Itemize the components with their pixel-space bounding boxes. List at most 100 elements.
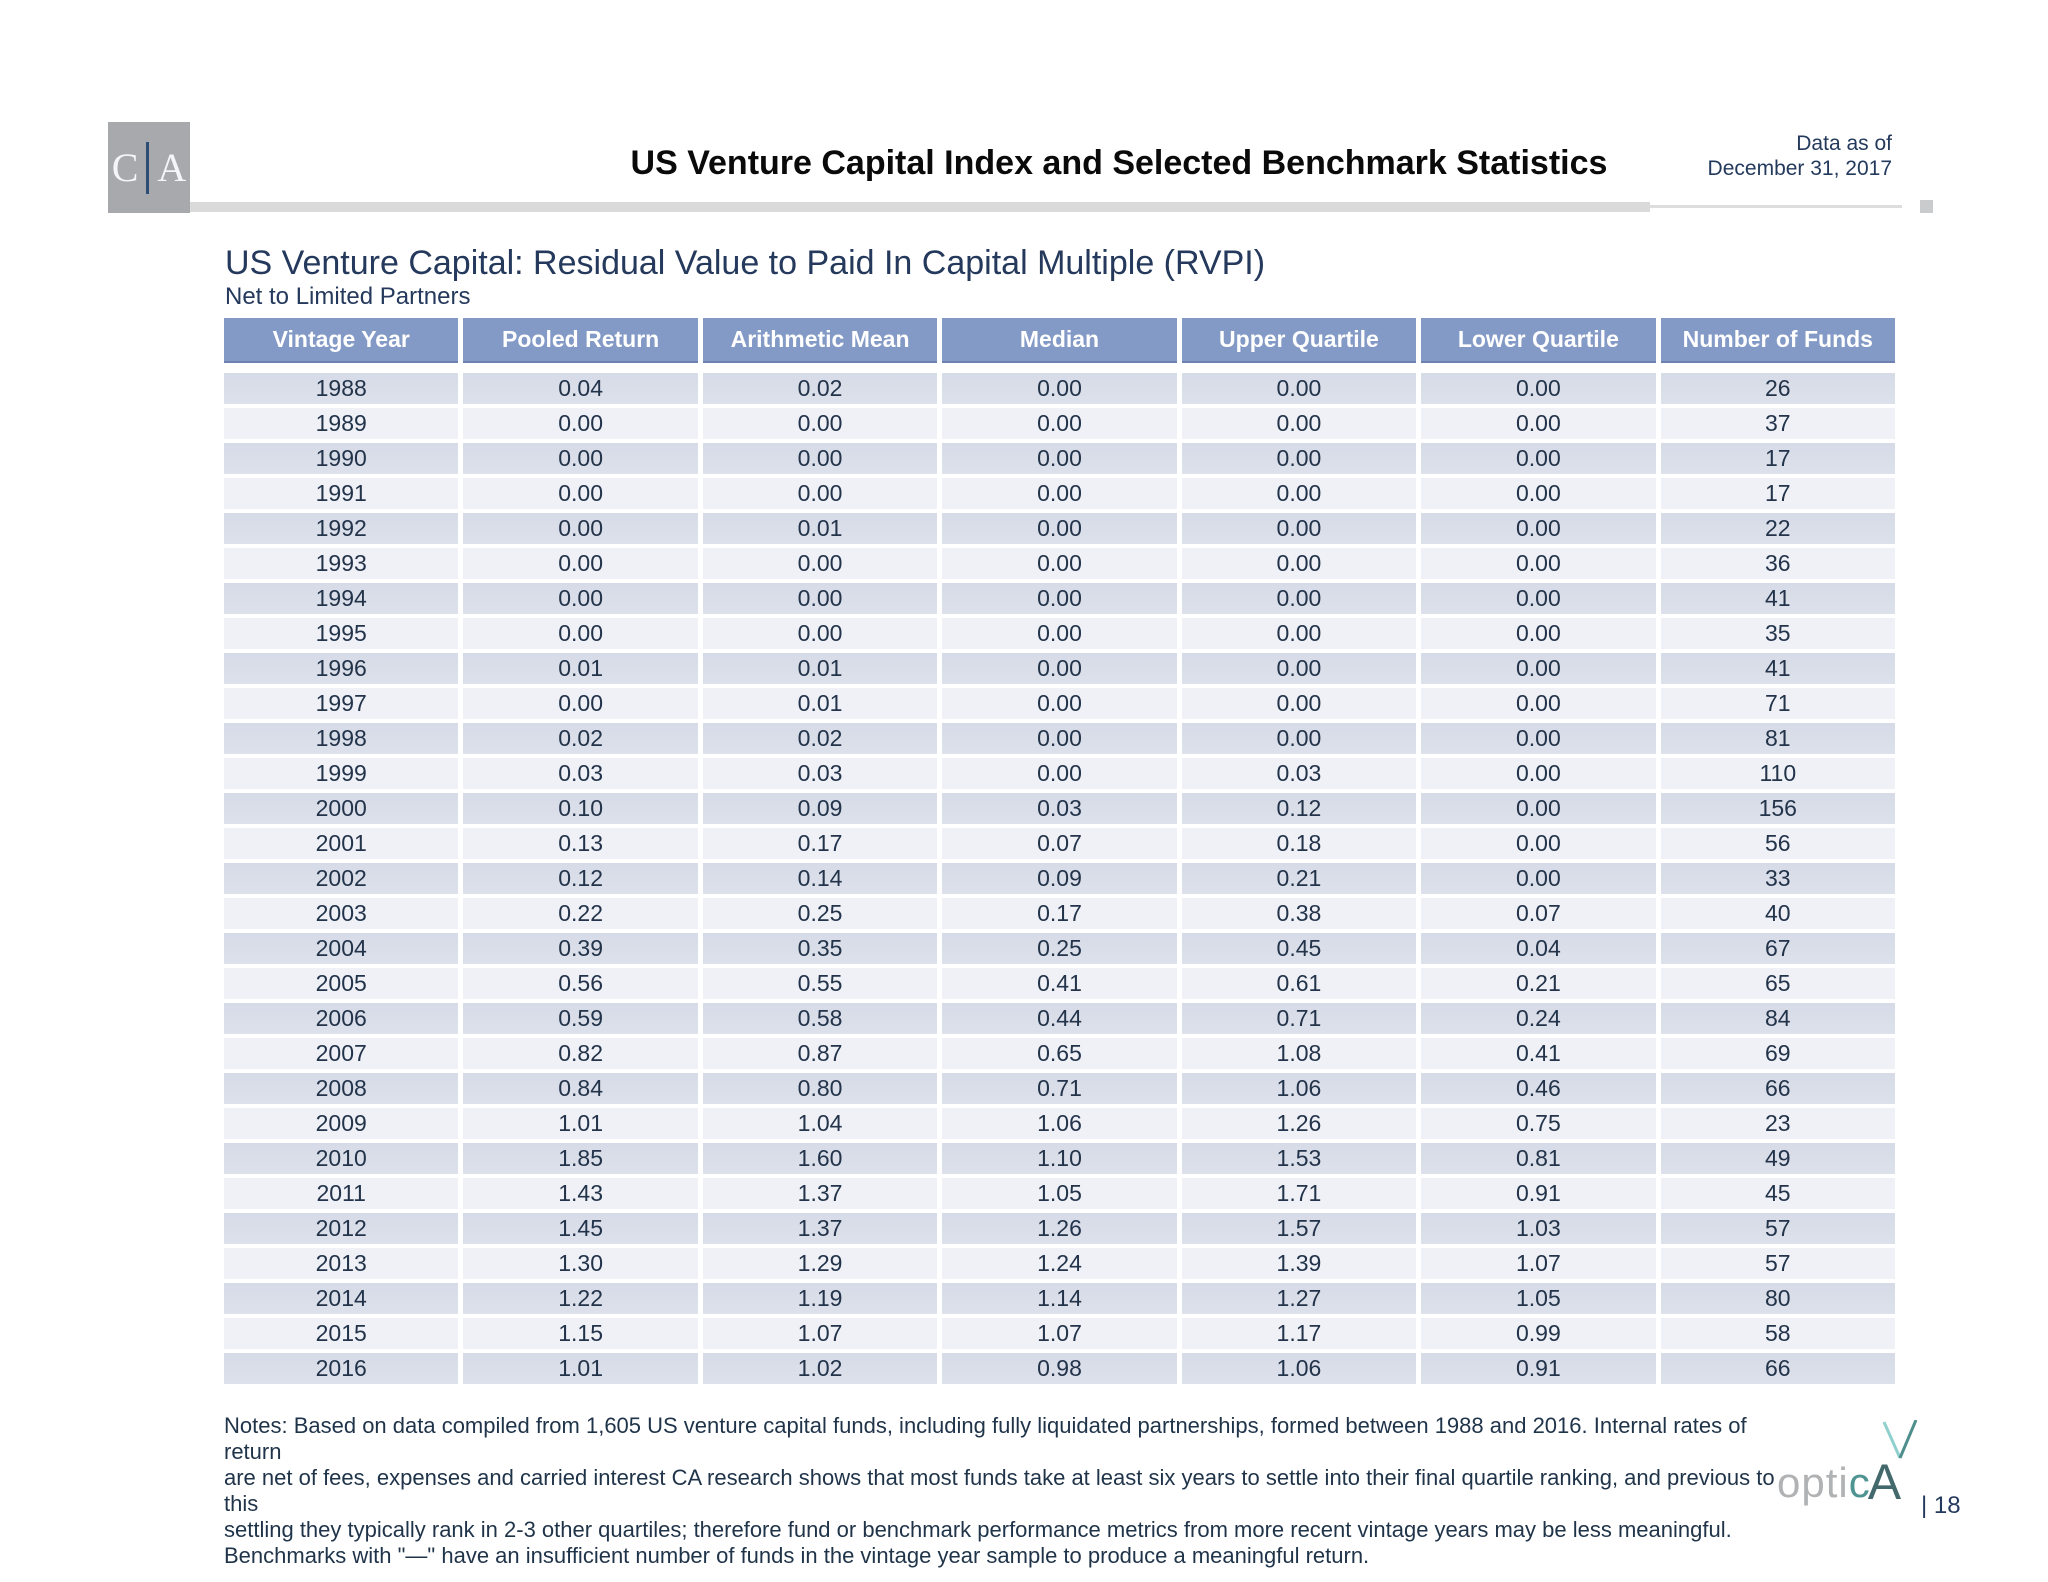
table-cell-vintage-year: 1991 [224,478,459,509]
table-cell: 0.00 [1421,373,1656,404]
table-cell: 71 [1660,688,1895,719]
table-cell: 37 [1660,408,1895,439]
table-cell: 0.91 [1421,1178,1656,1209]
table-header-cell: Vintage Year [224,318,459,363]
table-cell: 1.22 [463,1283,698,1314]
table-cell: 0.00 [1181,618,1417,649]
table-cell: 0.25 [942,933,1177,964]
table-cell-vintage-year: 1997 [224,688,459,719]
table-cell: 0.01 [702,688,938,719]
table-cell-vintage-year: 2001 [224,828,459,859]
table-cell: 1.06 [1181,1073,1417,1104]
table-cell: 0.07 [942,828,1177,859]
table-row: 1997 0.00 0.01 0.00 0.00 0.00 71 [224,688,1895,719]
table-cell: 0.38 [1181,898,1417,929]
table-cell: 110 [1660,758,1895,789]
table-cell: 66 [1660,1073,1895,1104]
optica-logo-c: c [1848,1459,1870,1506]
table-cell: 1.14 [942,1283,1177,1314]
table-cell: 0.00 [942,653,1177,684]
table-cell: 41 [1660,583,1895,614]
ca-logo-divider [146,141,150,194]
table-cell: 0.00 [1421,653,1656,684]
table-cell: 0.00 [702,583,938,614]
table-cell: 0.02 [463,723,698,754]
table-cell: 1.37 [702,1213,938,1244]
table-cell: 1.29 [702,1248,938,1279]
table-cell: 1.10 [942,1143,1177,1174]
table-cell: 0.00 [1181,373,1417,404]
table-cell: 23 [1660,1108,1895,1139]
page-title: US Venture Capital Index and Selected Be… [630,144,1608,182]
table-cell-vintage-year: 1996 [224,653,459,684]
table-cell: 0.00 [1181,723,1417,754]
table-cell: 0.09 [702,793,938,824]
table-row: 2007 0.82 0.87 0.65 1.08 0.41 69 [224,1038,1895,1069]
data-as-of-line1: Data as of [1796,132,1892,155]
table-cell: 0.00 [1421,478,1656,509]
table-cell: 1.37 [702,1178,938,1209]
table-cell: 0.22 [463,898,698,929]
table-cell: 0.99 [1421,1318,1656,1349]
table-cell-vintage-year: 2007 [224,1038,459,1069]
table-cell: 17 [1660,443,1895,474]
table-cell: 0.00 [702,408,938,439]
table-cell: 45 [1660,1178,1895,1209]
header-divider-bar [190,202,1650,212]
optica-logo-opti: opti [1777,1459,1849,1506]
table-cell: 0.58 [702,1003,938,1034]
table-cell: 0.00 [1421,688,1656,719]
table-cell: 0.03 [702,758,938,789]
table-cell: 0.00 [463,688,698,719]
table-cell: 57 [1660,1248,1895,1279]
table-cell: 0.61 [1181,968,1417,999]
table-cell: 1.71 [1181,1178,1417,1209]
table-cell-vintage-year: 2008 [224,1073,459,1104]
table-cell: 41 [1660,653,1895,684]
data-as-of: Data as of December 31, 2017 [1708,131,1892,181]
table-row: 2014 1.22 1.19 1.14 1.27 1.05 80 [224,1283,1895,1314]
table-cell-vintage-year: 1989 [224,408,459,439]
table-cell: 1.01 [463,1353,698,1384]
table-cell: 0.04 [463,373,698,404]
table-cell: 0.45 [1181,933,1417,964]
table-cell: 1.30 [463,1248,698,1279]
table-cell: 66 [1660,1353,1895,1384]
table-cell: 0.01 [463,653,698,684]
table-cell: 0.14 [702,863,938,894]
table-cell: 22 [1660,513,1895,544]
page-number: | 18 [1921,1492,1961,1519]
table-cell: 0.80 [702,1073,938,1104]
table-cell: 56 [1660,828,1895,859]
table-cell: 0.09 [942,863,1177,894]
table-cell-vintage-year: 1995 [224,618,459,649]
table-cell: 0.00 [463,478,698,509]
table-cell: 1.17 [1181,1318,1417,1349]
table-row: 1995 0.00 0.00 0.00 0.00 0.00 35 [224,618,1895,649]
table-row: 2015 1.15 1.07 1.07 1.17 0.99 58 [224,1318,1895,1349]
table-cell-vintage-year: 1988 [224,373,459,404]
table-cell: 1.85 [463,1143,698,1174]
table-cell: 1.07 [702,1318,938,1349]
table-cell: 1.45 [463,1213,698,1244]
table-header-cell: Upper Quartile [1181,318,1417,363]
table-cell: 0.00 [1421,618,1656,649]
table-row: 1999 0.03 0.03 0.00 0.03 0.00 110 [224,758,1895,789]
table-cell: 0.00 [1421,723,1656,754]
table-cell: 26 [1660,373,1895,404]
table-cell: 1.02 [702,1353,938,1384]
table-cell: 0.04 [1421,933,1656,964]
data-as-of-line2: December 31, 2017 [1707,157,1892,180]
table-cell: 1.57 [1181,1213,1417,1244]
table-header-cell: Arithmetic Mean [702,318,938,363]
table-cell: 0.55 [702,968,938,999]
table-cell: 0.71 [1181,1003,1417,1034]
table-cell: 0.00 [942,758,1177,789]
table-row: 2002 0.12 0.14 0.09 0.21 0.00 33 [224,863,1895,894]
table-cell: 0.71 [942,1073,1177,1104]
table-cell: 0.00 [942,478,1177,509]
table-cell-vintage-year: 2003 [224,898,459,929]
table-cell: 0.07 [1421,898,1656,929]
table-cell: 0.00 [463,583,698,614]
table-cell: 0.00 [1421,863,1656,894]
